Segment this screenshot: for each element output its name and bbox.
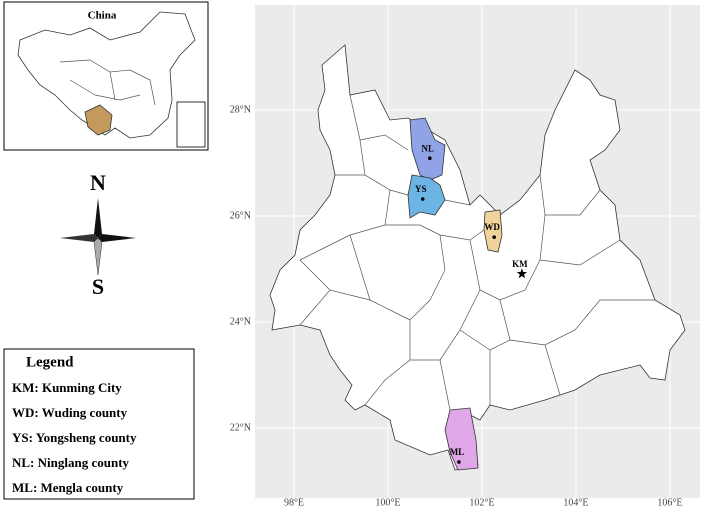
x-tick-label: 102°E <box>469 497 494 508</box>
compass-needle <box>94 198 102 238</box>
compass-north: N <box>90 170 106 195</box>
inset-title: China <box>88 10 117 22</box>
compass-south: S <box>92 274 104 299</box>
place-marker <box>428 156 432 161</box>
x-tick-label: 104°E <box>563 497 588 508</box>
county-borders <box>299 94 655 411</box>
y-tick-label: 26°N <box>230 210 251 221</box>
place-label: ML <box>450 447 465 457</box>
place-marker <box>420 197 425 201</box>
legend-item: NL: Ninglang county <box>12 455 130 470</box>
place-marker <box>457 460 461 464</box>
inset-yunnan <box>84 104 113 136</box>
inset-islands-box <box>176 101 206 148</box>
place-label: NL <box>422 143 435 153</box>
legend-item: KM: Kunming City <box>12 380 122 395</box>
y-tick-label: 28°N <box>230 104 251 115</box>
inset-borders <box>59 59 156 106</box>
legend-item: WD: Wuding county <box>12 405 128 420</box>
compass-needle <box>93 237 103 276</box>
highlighted-county <box>444 407 479 471</box>
china-outline <box>17 11 196 139</box>
place-marker <box>516 268 528 279</box>
compass-needle <box>98 234 136 242</box>
highlighted-county <box>409 117 446 181</box>
legend-title: Legend <box>26 354 74 370</box>
x-tick-label: 100°E <box>375 497 400 508</box>
place-label: KM <box>512 259 528 269</box>
compass-needle <box>60 234 98 242</box>
x-tick-label: 106°E <box>657 497 682 508</box>
legend-item: ML: Mengla county <box>12 480 124 495</box>
y-tick-label: 24°N <box>230 316 251 327</box>
highlighted-county <box>483 209 503 253</box>
legend-item: YS: Yongsheng county <box>12 430 137 445</box>
highlighted-county <box>407 174 446 219</box>
legend-frame <box>3 348 195 500</box>
y-tick-label: 22°N <box>230 422 251 433</box>
place-marker <box>492 235 496 239</box>
place-label: WD <box>484 222 500 232</box>
place-label: YS <box>415 184 427 194</box>
x-tick-label: 98°E <box>284 497 304 508</box>
yunnan-outline <box>269 44 686 471</box>
